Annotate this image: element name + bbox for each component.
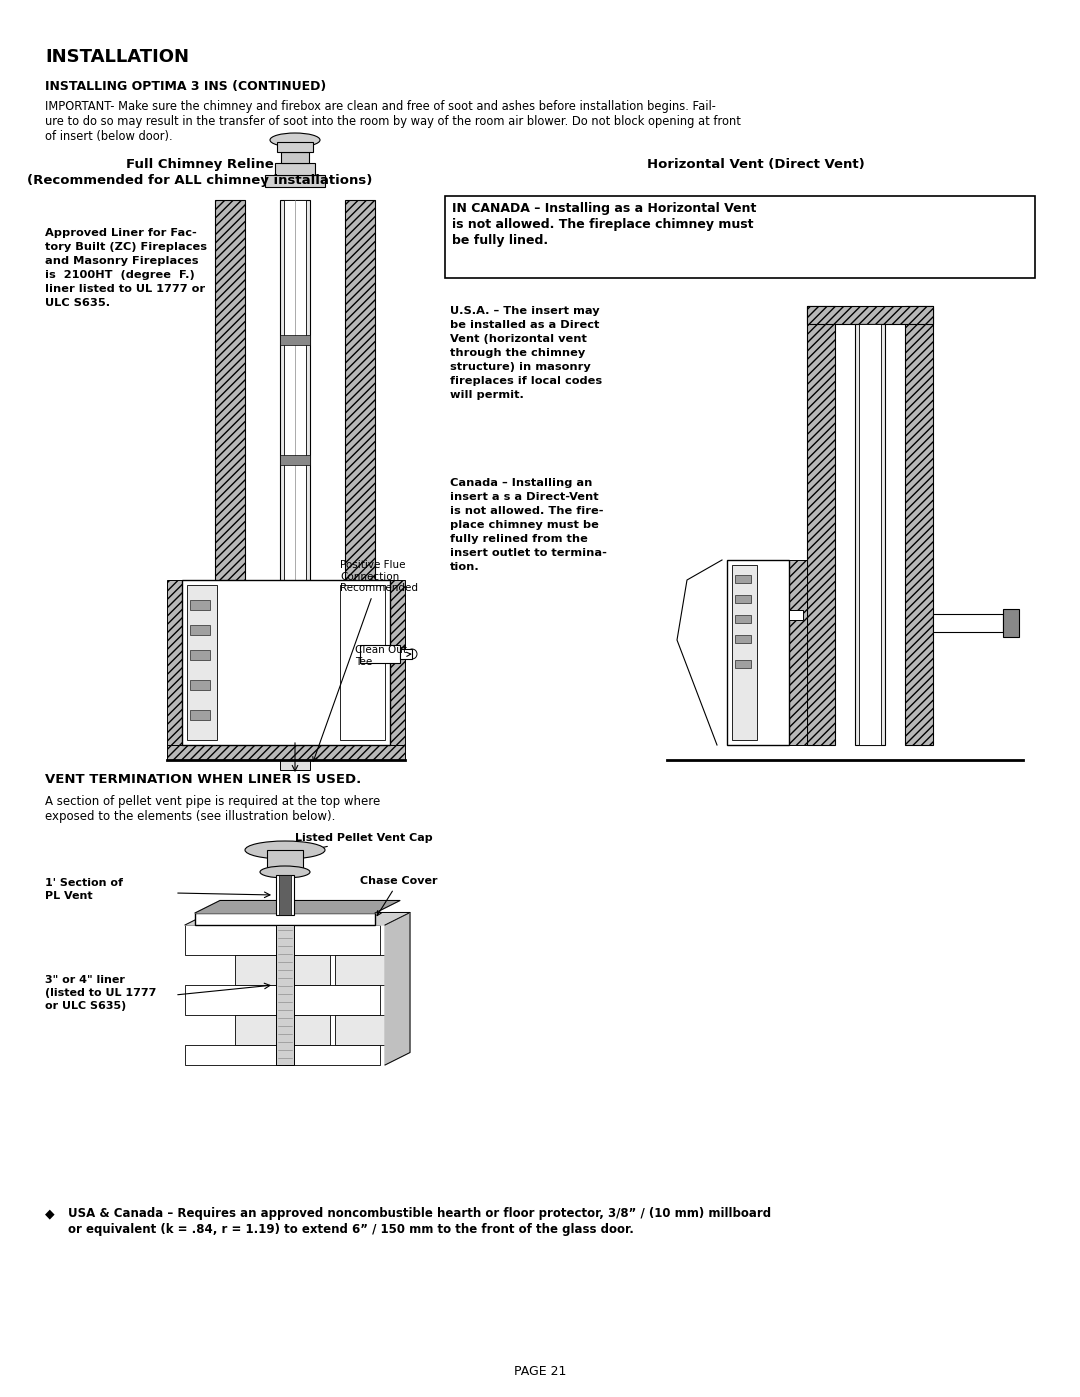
Bar (1003, 609, 1020, 637)
Bar (185, 1045, 280, 1065)
Text: VENT TERMINATION WHEN LINER IS USED.: VENT TERMINATION WHEN LINER IS USED. (45, 773, 361, 787)
Bar (285, 925, 380, 956)
Bar (281, 152, 309, 163)
Text: is not allowed. The fireplace chimney must: is not allowed. The fireplace chimney mu… (453, 218, 754, 231)
Polygon shape (384, 912, 410, 1065)
Bar (185, 925, 280, 956)
Bar (190, 680, 210, 690)
Bar (276, 142, 313, 152)
Bar (445, 196, 1035, 278)
Ellipse shape (270, 133, 320, 147)
Bar (279, 875, 291, 915)
Text: U.S.A. – The insert may
be installed as a Direct
Vent (horizontal vent
through t: U.S.A. – The insert may be installed as … (450, 306, 603, 400)
Text: of insert (below door).: of insert (below door). (45, 130, 173, 142)
Bar (727, 560, 789, 745)
Text: Positive Flue
Connection
Recommended: Positive Flue Connection Recommended (313, 560, 418, 761)
Bar (185, 985, 280, 1016)
Bar (400, 650, 411, 659)
Bar (855, 324, 885, 745)
Bar (190, 599, 210, 610)
Bar (789, 610, 804, 620)
Polygon shape (195, 901, 400, 914)
Bar (789, 560, 807, 745)
Text: Listed Pellet Vent Cap: Listed Pellet Vent Cap (294, 833, 433, 855)
Text: or equivalent (k = .84, r = 1.19) to extend 6” / 150 mm to the front of the glas: or equivalent (k = .84, r = 1.19) to ext… (68, 1222, 634, 1236)
Bar (280, 455, 310, 465)
Text: PAGE 21: PAGE 21 (514, 1365, 566, 1377)
Bar (335, 956, 384, 985)
Bar (732, 564, 757, 740)
Ellipse shape (798, 610, 808, 619)
Text: exposed to the elements (see illustration below).: exposed to the elements (see illustratio… (45, 810, 336, 823)
Bar (280, 335, 310, 345)
Bar (859, 324, 881, 745)
Text: Clean Out
Tee: Clean Out Tee (355, 645, 410, 666)
Ellipse shape (245, 841, 325, 859)
Polygon shape (310, 650, 390, 750)
Bar (183, 580, 390, 745)
Text: (Recommended for ALL chimney installations): (Recommended for ALL chimney installatio… (27, 175, 373, 187)
Bar (187, 585, 217, 740)
Bar (284, 200, 306, 719)
Bar (735, 615, 751, 623)
Bar (735, 595, 751, 604)
Text: 3" or 4" liner
(listed to UL 1777
or ULC S635): 3" or 4" liner (listed to UL 1777 or ULC… (45, 975, 157, 1011)
Polygon shape (185, 912, 410, 925)
Bar (285, 1045, 380, 1065)
Text: Canada – Installing an
insert a s a Direct-Vent
is not allowed. The fire-
place : Canada – Installing an insert a s a Dire… (450, 478, 607, 571)
Bar (345, 200, 375, 719)
Bar (933, 615, 1003, 631)
Text: INSTALLATION: INSTALLATION (45, 47, 189, 66)
Bar (195, 914, 375, 925)
Bar (735, 659, 751, 668)
Bar (807, 306, 933, 324)
Bar (735, 576, 751, 583)
Bar (275, 163, 315, 175)
Text: Approved Liner for Fac-
tory Built (ZC) Fireplaces
and Masonry Fireplaces
is  21: Approved Liner for Fac- tory Built (ZC) … (45, 228, 207, 307)
Bar (807, 306, 835, 745)
Bar (190, 624, 210, 636)
Bar (235, 1016, 330, 1045)
Bar (235, 956, 330, 985)
Text: A section of pellet vent pipe is required at the top where: A section of pellet vent pipe is require… (45, 795, 380, 807)
Text: ◆: ◆ (45, 1207, 55, 1220)
Text: 1' Section of
PL Vent: 1' Section of PL Vent (45, 877, 123, 901)
Text: Horizontal Vent (Direct Vent): Horizontal Vent (Direct Vent) (647, 158, 865, 170)
Bar (905, 306, 933, 745)
Bar (276, 925, 294, 1065)
Bar (360, 645, 400, 664)
Polygon shape (183, 650, 280, 750)
Bar (215, 200, 245, 719)
Text: be fully lined.: be fully lined. (453, 235, 549, 247)
Bar (735, 636, 751, 643)
Text: Full Chimney Reline: Full Chimney Reline (126, 158, 274, 170)
Text: ure to do so may result in the transfer of soot into the room by way of the room: ure to do so may result in the transfer … (45, 115, 741, 129)
Bar (340, 585, 384, 740)
Bar (335, 1016, 384, 1045)
Ellipse shape (407, 650, 417, 659)
Text: USA & Canada – Requires an approved noncombustible hearth or floor protector, 3/: USA & Canada – Requires an approved nonc… (68, 1207, 771, 1220)
Bar (167, 580, 183, 745)
Bar (280, 200, 310, 719)
Bar (276, 875, 294, 915)
Text: Chase Cover: Chase Cover (360, 876, 437, 915)
Bar (390, 580, 405, 745)
Text: IN CANADA – Installing as a Horizontal Vent: IN CANADA – Installing as a Horizontal V… (453, 203, 756, 215)
Ellipse shape (260, 866, 310, 877)
Bar (167, 745, 405, 760)
Bar (265, 175, 325, 187)
Bar (285, 985, 380, 1016)
Bar (280, 719, 310, 770)
Bar (267, 849, 303, 872)
Text: IMPORTANT- Make sure the chimney and firebox are clean and free of soot and ashe: IMPORTANT- Make sure the chimney and fir… (45, 101, 716, 113)
Text: INSTALLING OPTIMA 3 INS (CONTINUED): INSTALLING OPTIMA 3 INS (CONTINUED) (45, 80, 326, 94)
Bar (190, 650, 210, 659)
Bar (190, 710, 210, 719)
